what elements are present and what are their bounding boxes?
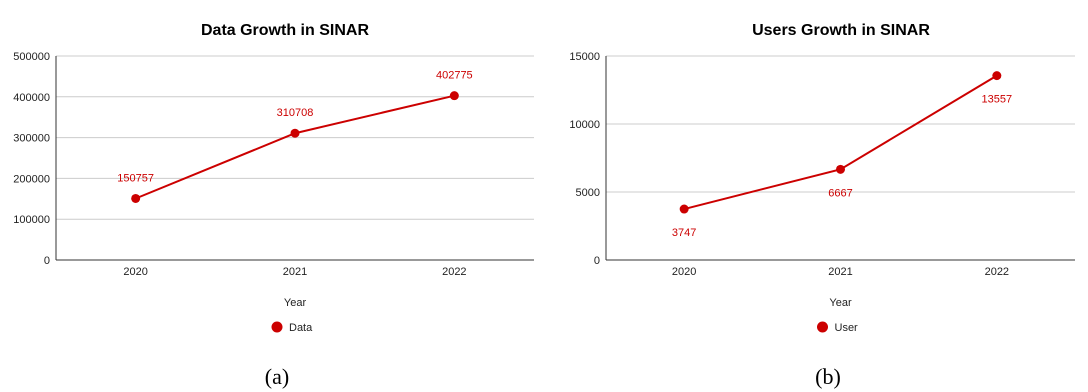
y-tick-label: 0 (594, 255, 600, 267)
x-tick-label: 2021 (283, 266, 307, 278)
x-tick-label: 2022 (985, 266, 1009, 278)
data-label: 6667 (828, 187, 852, 199)
x-tick-label: 2021 (828, 266, 852, 278)
chart-title: Users Growth in SINAR (752, 22, 930, 39)
y-tick-label: 0 (44, 255, 50, 267)
data-point (131, 193, 141, 203)
x-tick-label: 2022 (442, 266, 466, 278)
data-point (992, 71, 1002, 81)
data-label: 310708 (277, 107, 314, 119)
data-label: 402775 (436, 70, 473, 82)
chart-users-growth: Users Growth in SINAR 0 5000 10000 15000 2020… (569, 22, 1075, 389)
figure-caption: (b) (815, 364, 841, 389)
legend-label: User (835, 322, 859, 334)
y-tick-label: 400000 (13, 92, 50, 104)
legend-marker (817, 321, 828, 333)
y-tick-label: 10000 (569, 119, 600, 131)
y-tick-label: 15000 (569, 51, 600, 63)
y-tick-label: 300000 (13, 133, 50, 145)
chart-data-growth: Data Growth in SINAR 0 100000 200000 300000 4… (13, 22, 534, 389)
x-tick-label: 2020 (123, 266, 147, 278)
x-axis-label: Year (829, 297, 852, 309)
data-point (449, 91, 459, 101)
data-point (290, 128, 300, 138)
legend-label: Data (289, 322, 313, 334)
data-point (679, 204, 689, 214)
chart-title: Data Growth in SINAR (201, 22, 369, 39)
data-label: 150757 (117, 172, 154, 184)
legend-marker (271, 321, 283, 333)
data-label: 3747 (672, 227, 696, 239)
y-tick-label: 100000 (13, 214, 50, 226)
y-tick-label: 5000 (576, 187, 600, 199)
figure-caption: (a) (265, 364, 289, 389)
y-tick-label: 500000 (13, 51, 50, 63)
x-tick-label: 2020 (672, 266, 696, 278)
y-tick-label: 200000 (13, 173, 50, 185)
data-point (836, 164, 845, 174)
x-axis-label: Year (284, 297, 307, 309)
data-label: 13557 (982, 94, 1013, 106)
